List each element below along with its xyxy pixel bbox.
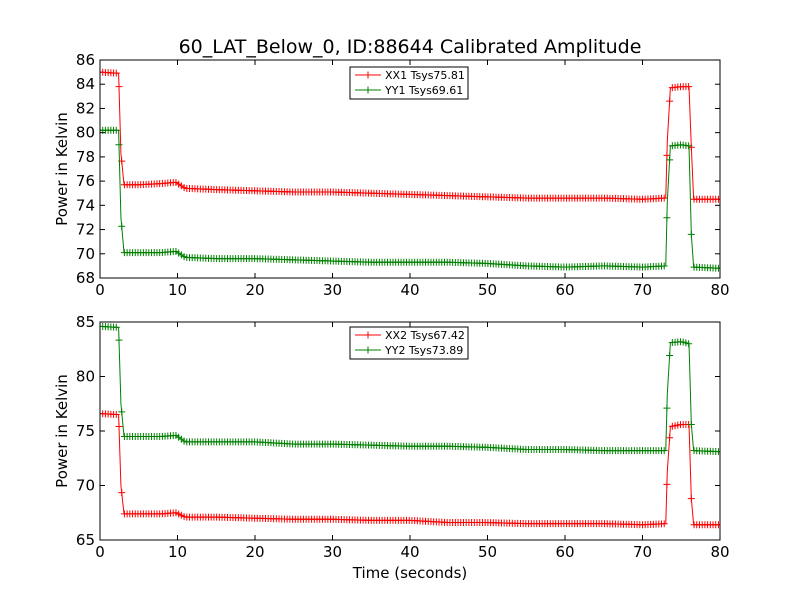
- series-2-marker: [118, 408, 126, 416]
- y-tick-label: 76: [76, 172, 95, 190]
- y-tick-label: 84: [76, 75, 95, 93]
- y-tick-label: 70: [76, 477, 95, 495]
- series-group: [100, 322, 720, 529]
- series-markers-2: [100, 322, 720, 456]
- y-tick-label: 80: [76, 124, 95, 142]
- series-markers-2: [100, 126, 720, 272]
- series-2-marker: [663, 214, 671, 222]
- x-tick-label: 50: [478, 281, 497, 299]
- series-markers-1: [100, 410, 720, 529]
- y-tick-label: 74: [76, 196, 95, 214]
- y-axis-label: Power in Kelvin: [53, 112, 71, 226]
- series-2-marker: [118, 222, 126, 230]
- series-2-marker: [687, 230, 695, 238]
- legend-marker: [364, 71, 372, 79]
- legend-label: XX2 Tsys67.42: [385, 329, 465, 342]
- x-tick-label: 0: [95, 543, 105, 561]
- x-tick-label: 40: [400, 543, 419, 561]
- series-2-marker: [112, 126, 120, 134]
- legend: XX2 Tsys67.42 YY2 Tsys73.89: [349, 326, 469, 360]
- x-tick-label: 30: [323, 543, 342, 561]
- series-1-marker: [115, 83, 123, 91]
- y-tick-label: 78: [76, 148, 95, 166]
- x-tick-label: 20: [245, 281, 264, 299]
- y-tick-label: 75: [76, 422, 95, 440]
- series-1-marker: [663, 480, 671, 488]
- legend-marker: [364, 331, 372, 339]
- x-tick-label: 10: [168, 281, 187, 299]
- series-1-marker: [112, 69, 120, 77]
- chart-title: 60_LAT_Below_0, ID:88644 Calibrated Ampl…: [179, 36, 642, 58]
- legend-marker: [364, 346, 372, 354]
- y-tick-label: 86: [76, 51, 95, 69]
- series-2-marker: [687, 420, 695, 428]
- series-1-marker: [687, 495, 695, 503]
- series-2-marker: [714, 264, 720, 272]
- series-2-marker: [663, 404, 671, 412]
- series-2-marker: [685, 340, 693, 348]
- x-tick-label: 10: [168, 543, 187, 561]
- x-tick-label: 20: [245, 543, 264, 561]
- legend: XX1 Tsys75.81 YY1 Tsys69.61: [349, 66, 469, 100]
- series-2-marker: [660, 447, 668, 455]
- series-1-marker: [714, 195, 720, 203]
- series-1-marker: [112, 411, 120, 419]
- series-1-marker: [663, 151, 671, 159]
- x-tick-label: 30: [323, 281, 342, 299]
- series-2-marker: [685, 142, 693, 150]
- y-tick-label: 65: [76, 531, 95, 549]
- x-tick-label: 0: [95, 281, 105, 299]
- legend-label: YY2 Tsys73.89: [384, 344, 463, 357]
- x-tick-label: 70: [633, 543, 652, 561]
- legend-label: XX1 Tsys75.81: [385, 69, 465, 82]
- top-chart-panel: 0 10 20 30 40 50 60 70 80 68 70 72 74 76 78 80 82 84 86 Pow…: [53, 51, 730, 299]
- x-tick-label: 60: [555, 281, 574, 299]
- series-1-marker: [666, 97, 674, 105]
- y-tick-label: 68: [76, 269, 95, 287]
- y-tick-label: 82: [76, 99, 95, 117]
- bottom-chart-panel: 0 10 20 30 40 50 60 70 80 65 70 75 80 85 Power in Kelv…: [53, 313, 730, 561]
- y-tick-label: 70: [76, 245, 95, 263]
- series-markers-1: [100, 68, 720, 203]
- series-1-marker: [666, 434, 674, 442]
- series-2-marker: [115, 336, 123, 344]
- x-axis-label: Time (seconds): [352, 564, 468, 582]
- series-1-marker: [115, 422, 123, 430]
- series-group: [100, 68, 720, 272]
- legend-label: YY1 Tsys69.61: [384, 84, 463, 97]
- legend-marker: [364, 86, 372, 94]
- x-tick-label: 40: [400, 281, 419, 299]
- x-tick-label: 50: [478, 543, 497, 561]
- series-1-marker: [685, 83, 693, 91]
- series-2-marker: [660, 262, 668, 270]
- series-2-marker: [115, 141, 123, 149]
- y-tick-label: 72: [76, 221, 95, 239]
- series-1-marker: [660, 194, 668, 202]
- y-tick-label: 80: [76, 368, 95, 386]
- legend-box: [349, 66, 469, 100]
- series-1-marker: [714, 521, 720, 529]
- x-tick-label: 80: [710, 281, 729, 299]
- series-2-marker: [666, 352, 674, 360]
- series-2-marker: [666, 156, 674, 164]
- y-axis-label: Power in Kelvin: [53, 374, 71, 488]
- series-2-marker: [714, 448, 720, 456]
- y-tick-label: 85: [76, 313, 95, 331]
- x-tick-label: 70: [633, 281, 652, 299]
- x-tick-label: 80: [710, 543, 729, 561]
- series-1-marker: [660, 520, 668, 528]
- series-2-marker: [112, 323, 120, 331]
- legend-box: [349, 326, 469, 360]
- x-tick-label: 60: [555, 543, 574, 561]
- series-1-marker: [118, 489, 126, 497]
